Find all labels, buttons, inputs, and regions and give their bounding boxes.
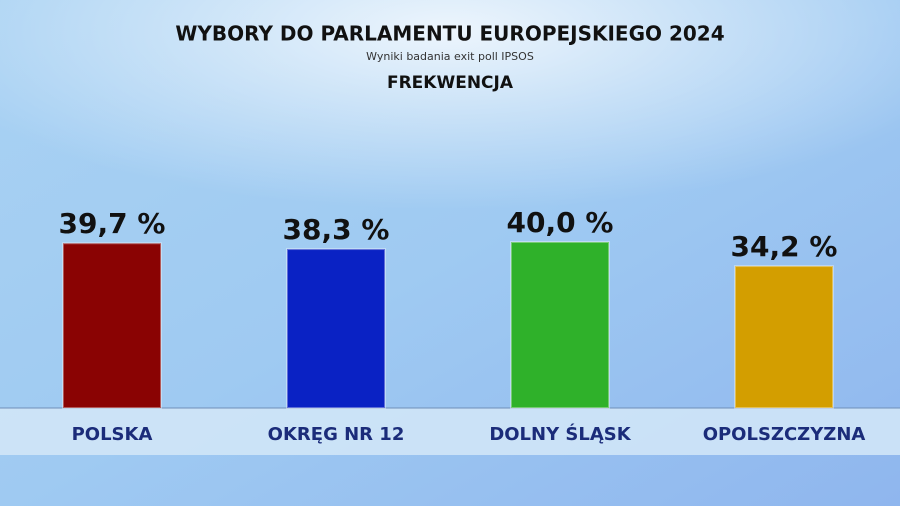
value-label: 38,3 % bbox=[283, 213, 390, 246]
bar bbox=[510, 241, 610, 409]
category-label: POLSKA bbox=[72, 424, 153, 445]
chart-title: WYBORY DO PARLAMENTU EUROPEJSKIEGO 2024 bbox=[175, 22, 724, 46]
category-label: DOLNY ŚLĄSK bbox=[489, 423, 631, 445]
bar bbox=[734, 265, 834, 409]
category-label: OPOLSZCZYZNA bbox=[703, 424, 866, 445]
label-band bbox=[0, 408, 900, 455]
bar bbox=[286, 248, 386, 409]
value-label: 40,0 % bbox=[507, 206, 614, 239]
bar bbox=[62, 242, 162, 409]
chart-heading: FREKWENCJA bbox=[387, 73, 514, 93]
category-label: OKRĘG NR 12 bbox=[268, 424, 405, 445]
chart-subtitle: Wyniki badania exit poll IPSOS bbox=[366, 50, 534, 63]
value-label: 39,7 % bbox=[59, 207, 166, 240]
value-label: 34,2 % bbox=[731, 230, 838, 263]
